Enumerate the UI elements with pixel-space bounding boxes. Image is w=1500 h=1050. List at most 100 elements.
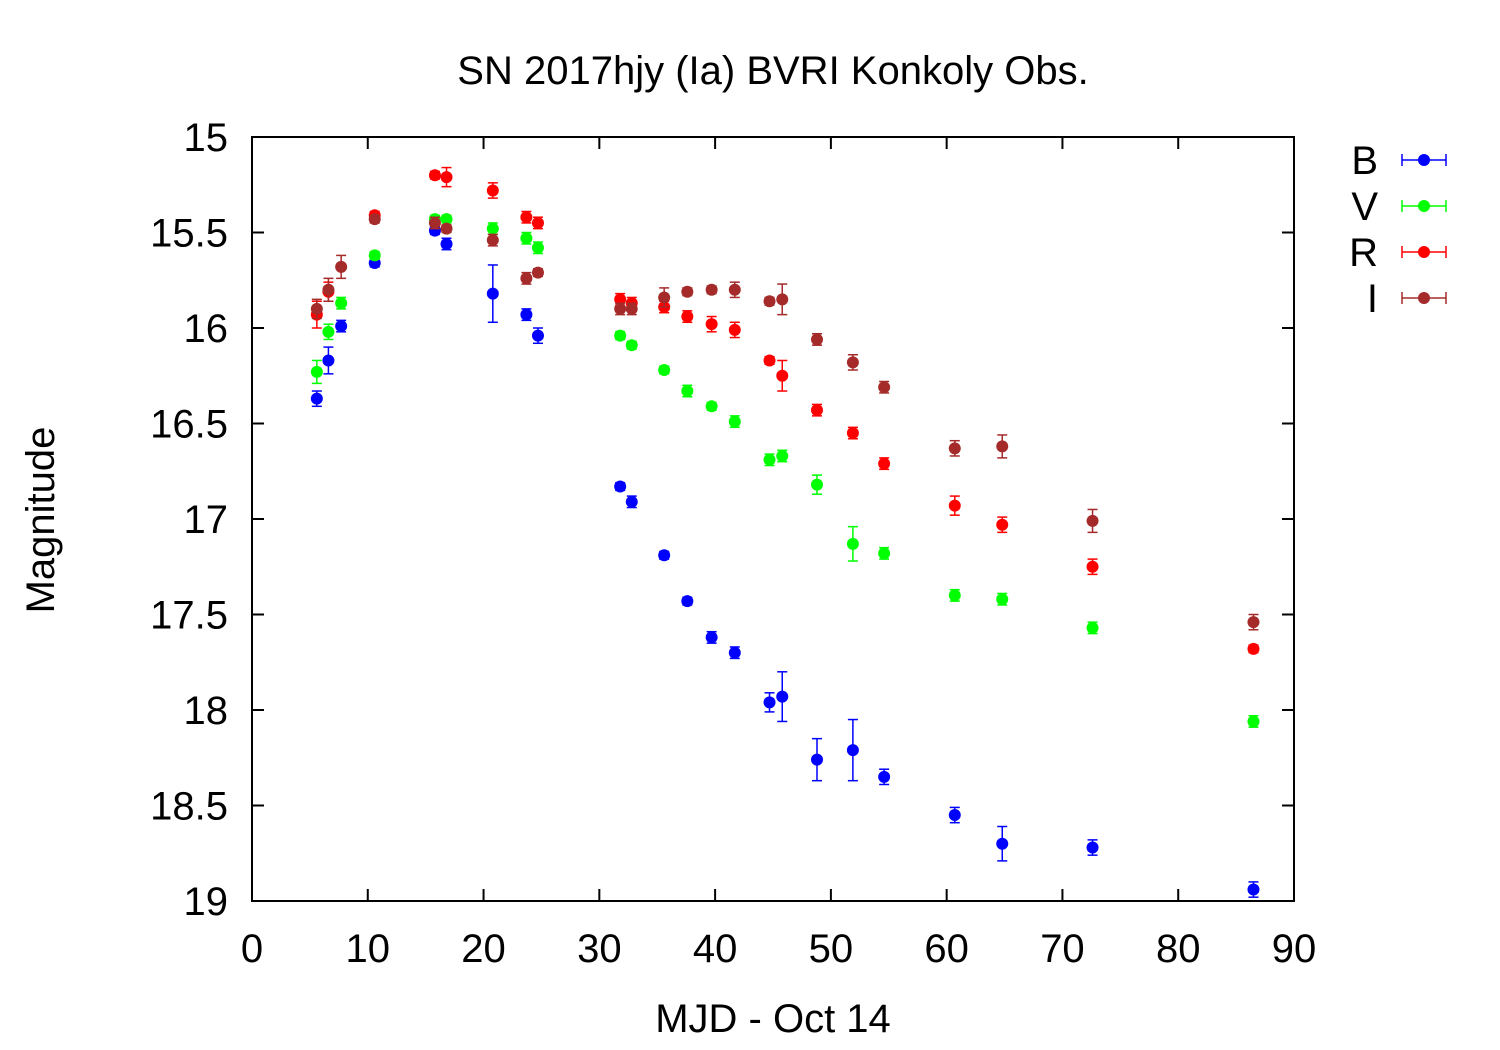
data-point	[810, 753, 823, 766]
data-point	[625, 339, 638, 352]
data-point	[878, 381, 891, 394]
data-point	[996, 518, 1009, 531]
legend-marker-V	[1418, 200, 1430, 212]
x-tick-label: 30	[577, 927, 622, 971]
x-tick-label: 20	[461, 927, 506, 971]
data-point	[948, 589, 961, 602]
data-point	[948, 809, 961, 822]
legend-label-V: V	[1351, 185, 1378, 229]
data-point	[658, 549, 671, 562]
x-tick-label: 60	[924, 927, 969, 971]
data-point	[846, 744, 859, 757]
data-point	[520, 308, 533, 321]
data-point	[310, 392, 323, 405]
x-axis-label: MJD - Oct 14	[655, 997, 891, 1041]
y-tick-label: 16.5	[150, 403, 228, 447]
y-tick-label: 17	[184, 498, 229, 542]
y-tick-label: 18.5	[150, 785, 228, 829]
data-point	[658, 364, 671, 377]
data-point	[878, 770, 891, 783]
series-B	[310, 224, 1260, 898]
data-points	[310, 166, 1260, 898]
data-point	[776, 690, 789, 703]
data-point	[810, 478, 823, 491]
data-point	[776, 293, 789, 306]
data-point	[440, 222, 453, 235]
data-point	[486, 222, 499, 235]
data-point	[763, 354, 776, 367]
data-point	[705, 400, 718, 413]
data-point	[368, 249, 381, 262]
data-point	[520, 211, 533, 224]
data-point	[428, 169, 441, 182]
y-tick-label: 17.5	[150, 594, 228, 638]
data-point	[1086, 621, 1099, 634]
series-I	[310, 213, 1260, 631]
data-point	[335, 260, 348, 273]
data-point	[486, 184, 499, 197]
data-point	[705, 318, 718, 331]
data-point	[520, 272, 533, 285]
legend: BVRI	[1349, 139, 1447, 321]
data-point	[846, 427, 859, 440]
data-point	[810, 404, 823, 417]
data-point	[625, 495, 638, 508]
data-point	[614, 293, 627, 306]
legend-label-I: I	[1367, 277, 1378, 321]
data-point	[681, 385, 694, 398]
x-tick-label: 10	[346, 927, 391, 971]
data-point	[681, 595, 694, 608]
x-tick-label: 70	[1040, 927, 1085, 971]
data-point	[322, 325, 335, 338]
data-point	[440, 237, 453, 250]
data-point	[996, 593, 1009, 606]
data-point	[1086, 841, 1099, 854]
data-point	[1247, 642, 1260, 655]
data-point	[310, 302, 323, 315]
data-point	[878, 457, 891, 470]
data-point	[310, 365, 323, 378]
data-point	[1247, 616, 1260, 629]
legend-marker-B	[1418, 154, 1430, 166]
series-R	[310, 166, 1260, 655]
axis-ticks: 0 10 20 30 40 50 60 70 80 90 15 15.5 16 16.5 17 17.5 18 1…	[150, 116, 1316, 971]
x-tick-label: 50	[809, 927, 854, 971]
x-tick-label: 80	[1156, 927, 1201, 971]
data-point	[520, 232, 533, 245]
y-tick-label: 19	[184, 880, 229, 924]
data-point	[878, 547, 891, 560]
data-point	[996, 440, 1009, 453]
data-point	[846, 537, 859, 550]
data-point	[728, 646, 741, 659]
data-point	[440, 171, 453, 184]
data-point	[335, 297, 348, 310]
data-point	[1086, 560, 1099, 573]
data-point	[728, 283, 741, 296]
data-point	[810, 333, 823, 346]
data-point	[1247, 715, 1260, 728]
data-point	[948, 499, 961, 512]
legend-marker-R	[1418, 246, 1430, 258]
series-V	[310, 213, 1260, 728]
x-tick-label: 0	[241, 927, 263, 971]
x-tick-label: 90	[1272, 927, 1317, 971]
data-point	[440, 213, 453, 226]
legend-label-B: B	[1351, 139, 1378, 183]
data-point	[486, 287, 499, 300]
data-point	[428, 216, 441, 229]
data-point	[728, 415, 741, 428]
data-point	[1086, 514, 1099, 527]
data-point	[846, 356, 859, 369]
legend-marker-I	[1418, 292, 1430, 304]
y-tick-label: 16	[184, 307, 229, 351]
data-point	[322, 283, 335, 296]
data-point	[614, 302, 627, 315]
data-point	[1247, 883, 1260, 896]
data-point	[763, 453, 776, 466]
data-point	[948, 442, 961, 455]
plot-frame	[251, 136, 1295, 902]
y-tick-label: 15.5	[150, 212, 228, 256]
data-point	[996, 837, 1009, 850]
data-point	[763, 696, 776, 709]
